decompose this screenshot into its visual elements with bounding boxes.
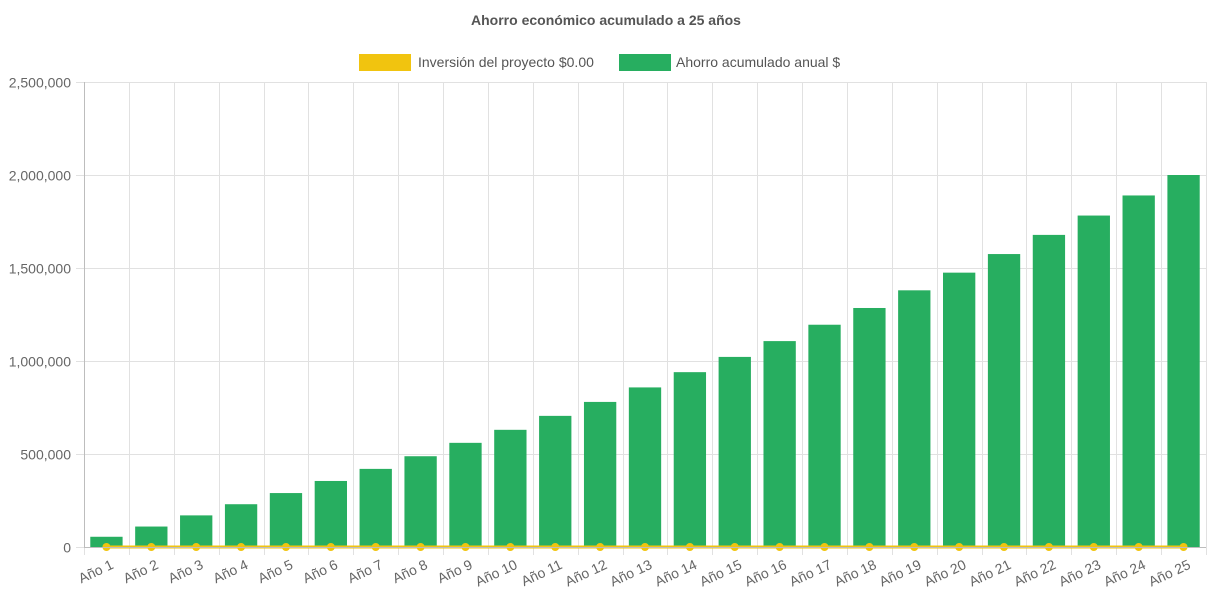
chart-title: Ahorro económico acumulado a 25 años bbox=[471, 12, 741, 28]
chart-grid bbox=[76, 82, 1207, 555]
bar[interactable] bbox=[628, 387, 662, 547]
x-tick-label: Año 22 bbox=[1011, 556, 1058, 589]
y-axis: 0 500,000 1,000,000 1,500,000 2,000,000 2,500… bbox=[9, 75, 85, 556]
x-tick-label: Año 25 bbox=[1146, 556, 1193, 589]
x-tick-label: Año 17 bbox=[787, 556, 834, 589]
x-tick-label: Año 18 bbox=[832, 556, 879, 589]
x-tick-label: Año 21 bbox=[966, 556, 1013, 589]
bar[interactable] bbox=[494, 429, 527, 547]
x-tick-label: Año 2 bbox=[121, 556, 161, 586]
bar[interactable] bbox=[763, 341, 796, 547]
x-tick-label: Año 15 bbox=[697, 556, 744, 589]
bar[interactable] bbox=[1122, 195, 1155, 547]
bar[interactable] bbox=[224, 504, 258, 547]
x-tick-label: Año 13 bbox=[607, 556, 654, 589]
legend-swatch bbox=[359, 54, 411, 71]
bar[interactable] bbox=[180, 515, 213, 547]
bar[interactable] bbox=[1032, 234, 1066, 547]
y-tick-label: 2,500,000 bbox=[9, 75, 71, 91]
x-axis: Año 1 Año 2 Año 3 Año 4 Año 5 Año 6 Año 7 Año 8… bbox=[76, 547, 1206, 589]
bar[interactable] bbox=[90, 536, 123, 547]
x-tick-label: Año 23 bbox=[1056, 556, 1103, 589]
y-tick-label: 1,500,000 bbox=[9, 261, 71, 277]
x-tick-label: Año 14 bbox=[652, 556, 699, 589]
bar[interactable] bbox=[853, 307, 886, 547]
y-tick-label: 0 bbox=[63, 540, 71, 556]
legend-swatch bbox=[619, 54, 671, 71]
bar[interactable] bbox=[987, 254, 1021, 548]
y-tick-label: 500,000 bbox=[20, 447, 71, 463]
legend-label: Inversión del proyecto $0.00 bbox=[418, 54, 594, 70]
legend-item[interactable]: Inversión del proyecto $0.00 bbox=[359, 54, 594, 71]
legend-label: Ahorro acumulado anual $ bbox=[676, 54, 840, 70]
x-tick-label: Año 8 bbox=[390, 556, 430, 586]
legend-item[interactable]: Ahorro acumulado anual $ bbox=[619, 54, 840, 71]
y-tick-label: 2,000,000 bbox=[9, 168, 71, 184]
x-tick-label: Año 3 bbox=[166, 556, 206, 586]
chart-legend: Inversión del proyecto $0.00 Ahorro acumu… bbox=[359, 54, 840, 71]
x-tick-label: Año 11 bbox=[518, 556, 564, 589]
bar-series bbox=[90, 175, 1200, 548]
x-tick-label: Año 7 bbox=[345, 556, 385, 586]
x-tick-label: Año 6 bbox=[300, 556, 340, 586]
bar[interactable] bbox=[359, 468, 392, 547]
bar[interactable] bbox=[539, 415, 572, 547]
x-tick-label: Año 12 bbox=[562, 556, 609, 589]
bar[interactable] bbox=[314, 480, 347, 547]
bar[interactable] bbox=[583, 401, 617, 547]
x-tick-label: Año 5 bbox=[255, 556, 295, 586]
bar[interactable] bbox=[135, 526, 168, 547]
x-tick-label: Año 4 bbox=[210, 556, 250, 586]
x-tick-label: Año 10 bbox=[473, 556, 520, 589]
x-tick-label: Año 20 bbox=[921, 556, 968, 589]
bar[interactable] bbox=[808, 324, 841, 547]
bar[interactable] bbox=[898, 290, 931, 547]
x-tick-label: Año 24 bbox=[1101, 556, 1148, 589]
x-tick-label: Año 16 bbox=[742, 556, 789, 589]
bar[interactable] bbox=[1167, 175, 1200, 547]
bar[interactable] bbox=[404, 456, 437, 547]
bar[interactable] bbox=[943, 272, 976, 547]
x-tick-label: Año 9 bbox=[435, 556, 475, 586]
bar[interactable] bbox=[269, 493, 303, 547]
bar[interactable] bbox=[718, 356, 751, 547]
bar[interactable] bbox=[449, 442, 482, 547]
x-tick-label: Año 1 bbox=[76, 556, 116, 586]
bar[interactable] bbox=[673, 372, 707, 547]
x-tick-label: Año 19 bbox=[877, 556, 924, 589]
y-tick-label: 1,000,000 bbox=[9, 354, 71, 370]
bar[interactable] bbox=[1077, 215, 1110, 547]
